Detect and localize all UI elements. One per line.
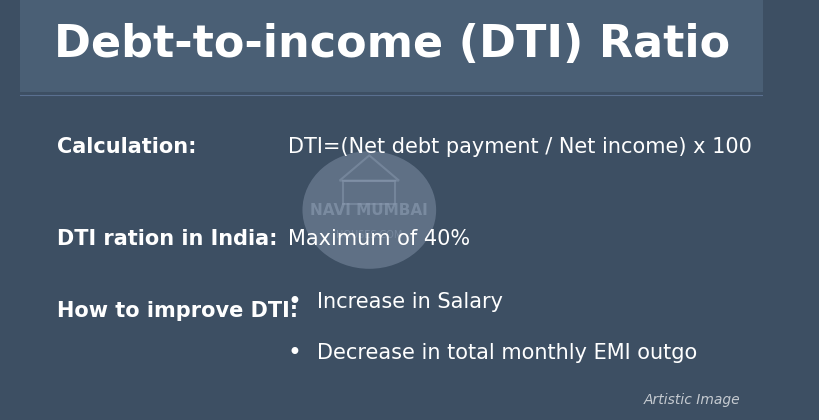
Text: Artistic Image: Artistic Image — [643, 394, 740, 407]
Ellipse shape — [302, 151, 436, 269]
Text: HOUSES.COM: HOUSES.COM — [336, 230, 402, 240]
Text: •: • — [287, 341, 301, 365]
Text: NAVI MUMBAI: NAVI MUMBAI — [310, 202, 428, 218]
Text: Calculation:: Calculation: — [57, 137, 197, 157]
FancyBboxPatch shape — [20, 0, 762, 92]
Text: DTI ration in India:: DTI ration in India: — [57, 229, 278, 249]
Text: Debt-to-income (DTI) Ratio: Debt-to-income (DTI) Ratio — [53, 23, 729, 66]
Text: Decrease in total monthly EMI outgo: Decrease in total monthly EMI outgo — [317, 343, 697, 363]
Text: Increase in Salary: Increase in Salary — [317, 292, 503, 312]
Text: How to improve DTI:: How to improve DTI: — [57, 301, 298, 321]
Text: DTI=(Net debt payment / Net income) x 100: DTI=(Net debt payment / Net income) x 10… — [287, 137, 750, 157]
Text: •: • — [287, 290, 301, 315]
Text: Maximum of 40%: Maximum of 40% — [287, 229, 469, 249]
